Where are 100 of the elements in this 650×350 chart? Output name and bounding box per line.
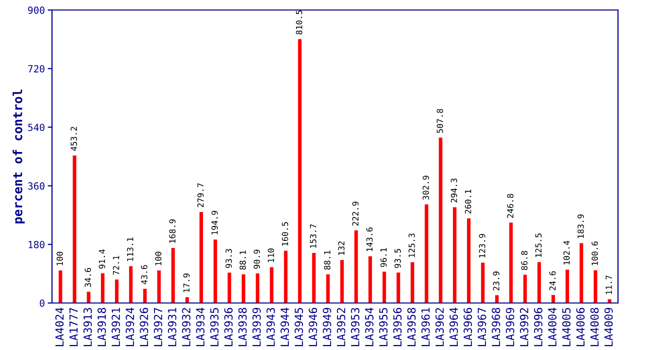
x-tick-label: LA3952 (336, 308, 346, 346)
data-label: 153.7 (310, 224, 316, 248)
data-label: 93.5 (394, 248, 401, 268)
bar (72, 155, 76, 303)
y-axis-title: percent of control (12, 90, 25, 224)
bar (100, 273, 104, 303)
data-label: 183.9 (578, 214, 584, 238)
y-tick-label: 720 (28, 65, 44, 72)
data-label: 17.9 (183, 274, 190, 292)
data-label: 100 (155, 252, 162, 266)
x-tick-label: LA3967 (478, 308, 486, 346)
bar (199, 212, 204, 303)
x-tick-label: LA3966 (464, 308, 472, 346)
bar (382, 272, 386, 303)
data-label: 132 (338, 242, 344, 255)
x-tick-label: LA3953 (350, 308, 360, 346)
bar (495, 295, 499, 303)
x-tick-label: LA3921 (112, 308, 120, 346)
data-label: 160.5 (282, 222, 288, 246)
bar (129, 266, 133, 303)
x-tick-label: LA3926 (140, 308, 148, 346)
data-label: 507.8 (436, 108, 444, 133)
data-label: 93.3 (226, 249, 232, 268)
bar (424, 204, 428, 303)
x-tick-label: LA3939 (252, 308, 261, 346)
data-label: 260.1 (464, 190, 472, 214)
bar (481, 262, 485, 303)
bar (256, 273, 260, 303)
bar (298, 39, 302, 303)
data-label: 11.7 (606, 276, 612, 294)
data-label: 43.6 (141, 265, 148, 284)
x-tick-label: LA3945 (294, 308, 304, 346)
data-label: 24.6 (549, 271, 556, 290)
x-tick-label: LA3964 (450, 308, 458, 346)
bar (396, 272, 400, 303)
data-label: 88.1 (240, 250, 246, 270)
bar (270, 267, 274, 303)
data-label: 72.1 (112, 256, 120, 275)
x-tick-label: LA3913 (83, 308, 92, 346)
x-tick-label: LA4008 (590, 308, 599, 346)
x-tick-label: LA3932 (182, 308, 190, 346)
data-label: 88.1 (324, 250, 330, 270)
x-tick-label: LA4024 (55, 308, 64, 346)
bar (115, 280, 119, 303)
bar (509, 222, 513, 303)
data-label: 100 (56, 252, 63, 266)
x-tick-label: LA3996 (534, 308, 542, 346)
data-label: 810.5 (296, 10, 302, 34)
bar (452, 207, 456, 303)
data-label: 23.9 (493, 272, 500, 290)
data-label: 102.4 (563, 240, 570, 264)
x-tick-label: LA3943 (266, 308, 275, 346)
bar (594, 270, 598, 303)
x-tick-label: LA3962 (435, 308, 444, 346)
x-tick-label: LA3961 (421, 308, 430, 346)
x-tick-label: LA3918 (98, 308, 106, 346)
x-tick-label: LA3946 (308, 308, 318, 346)
bar (242, 274, 246, 303)
bar (86, 292, 90, 303)
bar (284, 250, 288, 303)
data-label: 294.3 (450, 178, 458, 202)
bar (312, 252, 316, 303)
bar (438, 138, 442, 303)
data-label: 143.6 (366, 228, 373, 252)
bar (466, 218, 471, 303)
x-tick-label: LA3969 (506, 308, 514, 346)
data-label: 91.4 (98, 249, 106, 269)
x-tick-label: LA3938 (238, 308, 247, 346)
data-label: 453.2 (70, 126, 77, 151)
data-label: 113.1 (126, 237, 134, 262)
x-tick-label: LA3924 (126, 308, 134, 346)
bar (410, 262, 414, 303)
data-label: 34.6 (84, 268, 92, 288)
bar (580, 243, 584, 303)
x-tick-label: LA4009 (604, 308, 613, 346)
y-tick-label: 900 (28, 6, 44, 14)
data-label: 168.9 (169, 219, 176, 243)
bar (214, 240, 218, 303)
y-tick-label: 0 (40, 300, 44, 307)
bar (228, 272, 232, 303)
data-label: 246.8 (507, 194, 514, 218)
y-tick-label: 540 (28, 124, 44, 132)
data-label: 96.1 (380, 248, 387, 268)
bar (551, 294, 555, 303)
data-label: 86.8 (521, 251, 528, 270)
x-tick-label: LA1777 (70, 308, 78, 346)
data-label: 123.9 (478, 234, 486, 258)
data-label: 194.9 (211, 210, 218, 234)
data-label: 100.6 (592, 242, 598, 266)
bar (537, 262, 541, 303)
bar (143, 288, 147, 303)
data-label: 90.9 (254, 250, 260, 269)
bar (185, 297, 189, 303)
bar (171, 248, 175, 303)
bar (368, 256, 372, 303)
x-tick-label: LA3956 (393, 308, 402, 346)
bar (523, 274, 527, 303)
x-tick-label: LA3955 (379, 308, 388, 346)
x-tick-label: LA4005 (562, 308, 571, 346)
bar (157, 270, 161, 303)
